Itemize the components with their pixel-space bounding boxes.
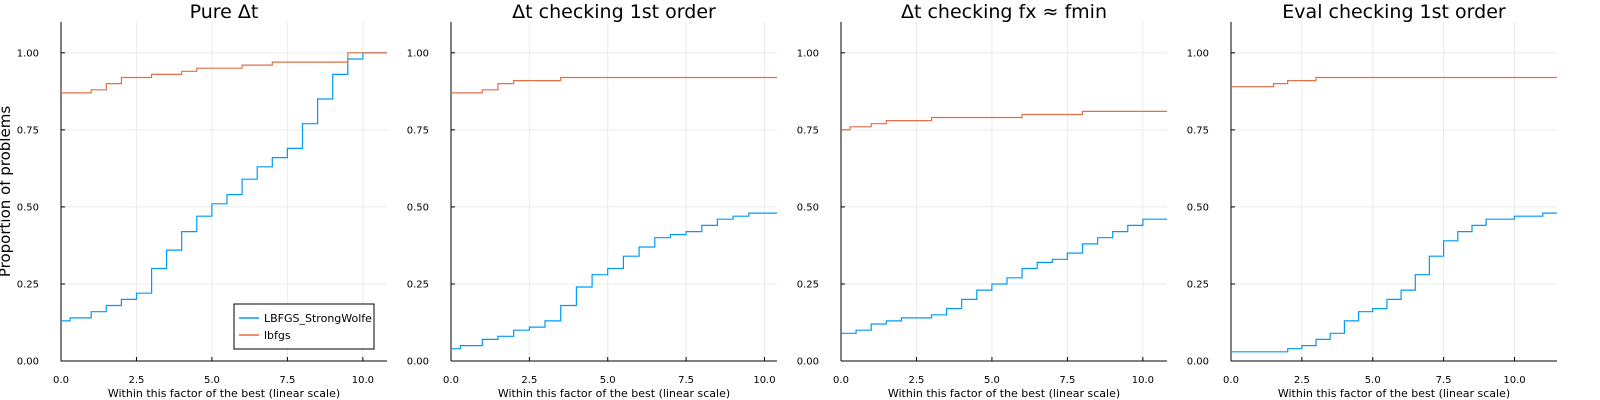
x-tick-label: 7.5 xyxy=(279,375,295,386)
legend-box xyxy=(233,303,375,350)
x-tick-label: 0.0 xyxy=(1223,375,1239,386)
x-tick-label: 2.5 xyxy=(909,375,925,386)
chart-panel-1: 0.0 2.5 5.0 7.5 10.0 0.00 0.25 0.50 0.75 1.00 Pure… xyxy=(0,1,387,400)
chart-panel-3: 0.0 2.5 5.0 7.5 10.0 0.00 0.25 0.50 0.75 1.00 Δt c… xyxy=(797,1,1167,400)
chart-panel-2: 0.0 2.5 5.0 7.5 10.0 0.00 0.25 0.50 0.75 1.00 Δt c… xyxy=(407,1,777,400)
series-line-lbfgs xyxy=(1231,76,1557,88)
y-tick-label: 0.00 xyxy=(797,357,819,368)
chart-title: Δt checking 1st order xyxy=(512,1,716,23)
legend-label: LBFGS_StrongWolfe xyxy=(264,312,372,325)
x-axis-label: Within this factor of the best (linear s… xyxy=(888,387,1120,400)
x-tick-label: 2.5 xyxy=(129,375,145,386)
legend-label: lbfgs xyxy=(264,329,291,342)
y-tick-label: 0.75 xyxy=(407,125,429,136)
y-tick-label: 0.50 xyxy=(797,202,819,213)
x-tick-label: 10.0 xyxy=(1132,375,1154,386)
y-tick-label: 1.00 xyxy=(1187,48,1209,59)
y-tick-label: 0.75 xyxy=(17,125,39,136)
y-tick-label: 1.00 xyxy=(407,48,429,59)
series-line-lbfgs xyxy=(841,110,1167,131)
x-tick-label: 5.0 xyxy=(1365,375,1381,386)
x-tick-label: 10.0 xyxy=(753,375,775,386)
y-tick-label: 0.50 xyxy=(1187,202,1209,213)
y-tick-label: 0.75 xyxy=(1187,125,1209,136)
x-tick-label: 7.5 xyxy=(1059,375,1075,386)
x-axis-label: Within this factor of the best (linear s… xyxy=(1278,387,1510,400)
x-tick-label: 0.0 xyxy=(53,375,69,386)
y-tick-label: 0.25 xyxy=(797,279,819,290)
x-tick-label: 2.5 xyxy=(1294,375,1310,386)
x-tick-label: 10.0 xyxy=(1503,375,1525,386)
series-line-lbfgs-strongwolfe xyxy=(1231,212,1557,353)
series-line-lbfgs-strongwolfe xyxy=(451,212,777,350)
y-tick-label: 0.00 xyxy=(17,357,39,368)
x-tick-label: 0.0 xyxy=(833,375,849,386)
x-tick-label: 10.0 xyxy=(352,375,374,386)
y-tick-label: 0.25 xyxy=(17,279,39,290)
x-axis-label: Within this factor of the best (linear s… xyxy=(108,387,340,400)
y-tick-label: 0.50 xyxy=(407,202,429,213)
x-tick-label: 7.5 xyxy=(678,375,694,386)
x-tick-label: 5.0 xyxy=(204,375,220,386)
chart-title: Pure Δt xyxy=(190,1,259,23)
y-tick-label: 0.00 xyxy=(407,357,429,368)
x-tick-label: 5.0 xyxy=(984,375,1000,386)
y-tick-label: 1.00 xyxy=(797,48,819,59)
series-line-lbfgs xyxy=(451,76,777,94)
x-tick-label: 0.0 xyxy=(443,375,459,386)
series-line-lbfgs-strongwolfe xyxy=(841,218,1167,334)
y-tick-label: 0.00 xyxy=(1187,357,1209,368)
chart-title: Eval checking 1st order xyxy=(1282,1,1506,23)
y-axis-label: Proportion of problems xyxy=(0,106,14,277)
y-tick-label: 0.25 xyxy=(1187,279,1209,290)
series-line-lbfgs xyxy=(61,52,387,94)
x-tick-label: 7.5 xyxy=(1436,375,1452,386)
series-line-lbfgs-strongwolfe xyxy=(61,52,387,322)
x-axis-label: Within this factor of the best (linear s… xyxy=(498,387,730,400)
x-tick-label: 5.0 xyxy=(600,375,616,386)
chart-panel-4: 0.0 2.5 5.0 7.5 10.0 0.00 0.25 0.50 0.75 1.00 Eval… xyxy=(1187,1,1557,400)
chart-title: Δt checking fx ≈ fmin xyxy=(901,1,1107,23)
y-tick-label: 0.75 xyxy=(797,125,819,136)
y-tick-label: 0.25 xyxy=(407,279,429,290)
y-tick-label: 0.50 xyxy=(17,202,39,213)
x-tick-label: 2.5 xyxy=(521,375,537,386)
y-tick-label: 1.00 xyxy=(17,48,39,59)
